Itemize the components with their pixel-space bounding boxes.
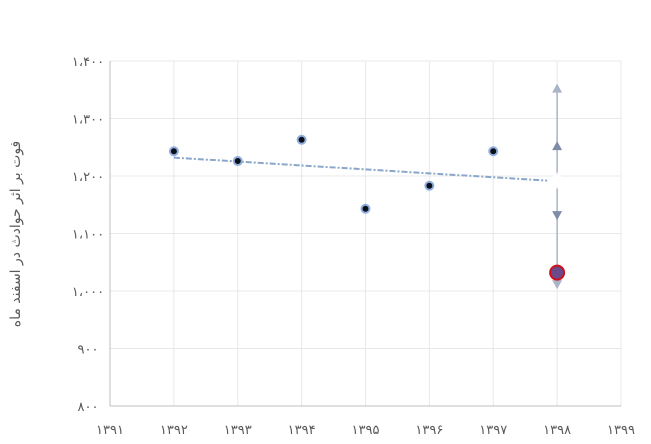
y-tick-label: ۱،۳۰۰	[72, 113, 104, 128]
grid-lines	[109, 60, 622, 407]
data-point	[296, 134, 307, 145]
y-tick-label: ۱،۰۰۰	[72, 285, 104, 300]
x-tick-label: ۱۳۹۲	[160, 423, 188, 438]
data-point	[168, 146, 179, 157]
y-tick-label: ۹۰۰	[78, 343, 99, 358]
data-points	[168, 134, 566, 281]
data-point	[232, 156, 243, 167]
interval-markers	[551, 83, 564, 290]
data-point	[488, 146, 499, 157]
y-tick-label: ۱،۴۰۰	[72, 55, 104, 70]
data-point	[424, 180, 435, 191]
x-tick-label: ۱۳۹۶	[415, 423, 443, 438]
y-tick-labels: ۸۰۰ ۹۰۰ ۱،۰۰۰ ۱،۱۰۰ ۱،۲۰۰ ۱،۳۰۰ ۱،۴۰۰	[72, 55, 104, 415]
x-tick-label: ۱۳۹۳	[224, 423, 252, 438]
y-tick-label: ۸۰۰	[78, 400, 99, 415]
lower-inner-triangle	[552, 211, 563, 221]
x-tick-labels: ۱۳۹۱ ۱۳۹۲ ۱۳۹۳ ۱۳۹۴ ۱۳۹۵ ۱۳۹۶ ۱۳۹۷ ۱۳۹۸ ۱۳۹۹	[96, 423, 635, 438]
y-tick-label: ۱،۱۰۰	[72, 228, 104, 243]
upper-outer-triangle	[552, 83, 563, 93]
data-point	[360, 203, 371, 214]
highlight-point	[549, 264, 566, 281]
x-tick-label: ۱۳۹۵	[352, 423, 380, 438]
upper-inner-triangle	[552, 141, 563, 151]
y-axis-label: فوت بر اثر حوادث در اسفند ماه	[8, 141, 24, 328]
axes	[109, 61, 621, 407]
trend-line	[173, 156, 548, 182]
y-tick-label: ۱،۲۰۰	[72, 170, 104, 185]
x-tick-label: ۱۳۹۸	[543, 423, 571, 438]
lower-outer-triangle	[552, 280, 563, 290]
x-tick-label: ۱۳۹۴	[288, 423, 316, 438]
x-tick-label: ۱۳۹۱	[96, 423, 124, 438]
trend-line-layer	[173, 156, 548, 182]
x-tick-label: ۱۳۹۹	[607, 423, 635, 438]
forecast-center-marker	[551, 174, 564, 187]
x-tick-label: ۱۳۹۷	[479, 423, 507, 438]
